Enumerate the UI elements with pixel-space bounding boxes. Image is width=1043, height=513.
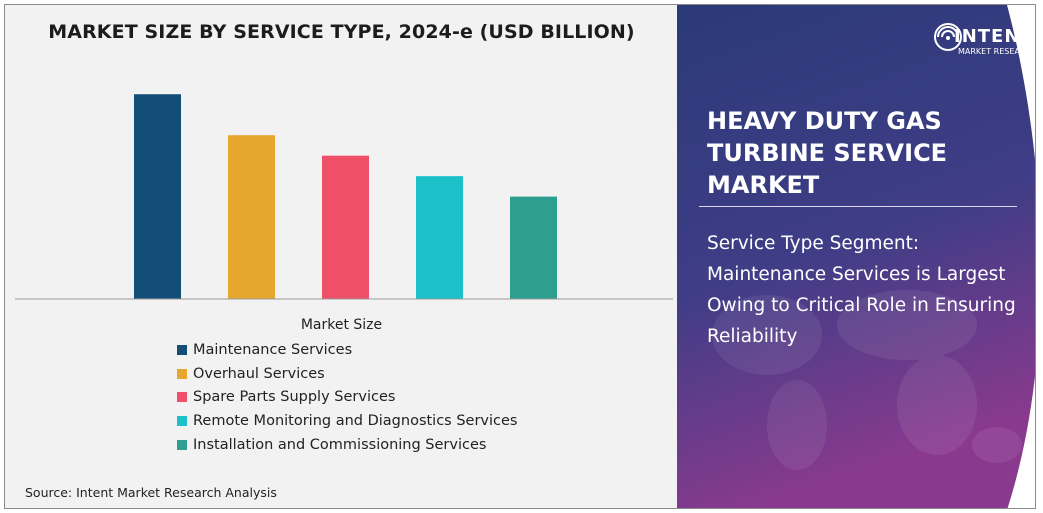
legend-label: Remote Monitoring and Diagnostics Servic… xyxy=(193,413,518,430)
report-title: HEAVY DUTY GAS TURBINE SERVICE MARKET xyxy=(707,107,948,199)
brand-name: INTENT xyxy=(954,26,1034,47)
legend-item: Remote Monitoring and Diagnostics Servic… xyxy=(177,409,518,433)
segment-highlight: Service Type Segment: Maintenance Servic… xyxy=(707,233,1016,347)
legend-item: Installation and Commissioning Services xyxy=(177,433,518,457)
legend-swatch xyxy=(177,344,187,355)
panel-gradient xyxy=(677,5,1035,508)
legend-label: Maintenance Services xyxy=(193,341,353,358)
legend-label: Installation and Commissioning Services xyxy=(193,437,487,454)
source-note: Source: Intent Market Research Analysis xyxy=(25,485,277,500)
legend-swatch xyxy=(177,440,187,451)
bar-spare-parts-supply-services xyxy=(322,155,369,299)
report-panel: INTENT MARKET RESEARCH HEAVY DUTY GAS TU… xyxy=(677,5,1036,508)
bar-installation-and-commissioning-services xyxy=(510,196,557,299)
legend-item: Overhaul Services xyxy=(177,362,518,386)
brand-subtitle: MARKET RESEARCH xyxy=(958,47,1036,56)
legend-item: Spare Parts Supply Services xyxy=(177,386,518,410)
legend-label: Overhaul Services xyxy=(193,365,325,382)
chart-panel: MARKET SIZE BY SERVICE TYPE, 2024-e (USD… xyxy=(5,5,678,508)
legend-swatch xyxy=(177,392,187,403)
legend-swatch xyxy=(177,416,187,427)
divider xyxy=(699,206,1017,207)
wifi-signal-icon xyxy=(934,23,962,51)
legend-label: Spare Parts Supply Services xyxy=(193,389,396,406)
chart-title: MARKET SIZE BY SERVICE TYPE, 2024-e (USD… xyxy=(48,21,635,43)
curved-edge xyxy=(1007,5,1035,508)
legend-swatch xyxy=(177,368,187,379)
bar-overhaul-services xyxy=(228,135,275,299)
world-map-watermark xyxy=(712,290,1022,470)
infographic: MARKET SIZE BY SERVICE TYPE, 2024-e (USD… xyxy=(4,4,1036,509)
legend-title: Market Size xyxy=(300,317,383,333)
bar-chart xyxy=(15,94,673,300)
bar-maintenance-services xyxy=(134,94,181,299)
bar-remote-monitoring-and-diagnostics-services xyxy=(416,176,463,299)
legend-item: Maintenance Services xyxy=(177,338,518,362)
legend: Maintenance Services Overhaul Services Spa… xyxy=(177,338,518,457)
panel-background xyxy=(677,5,1035,508)
